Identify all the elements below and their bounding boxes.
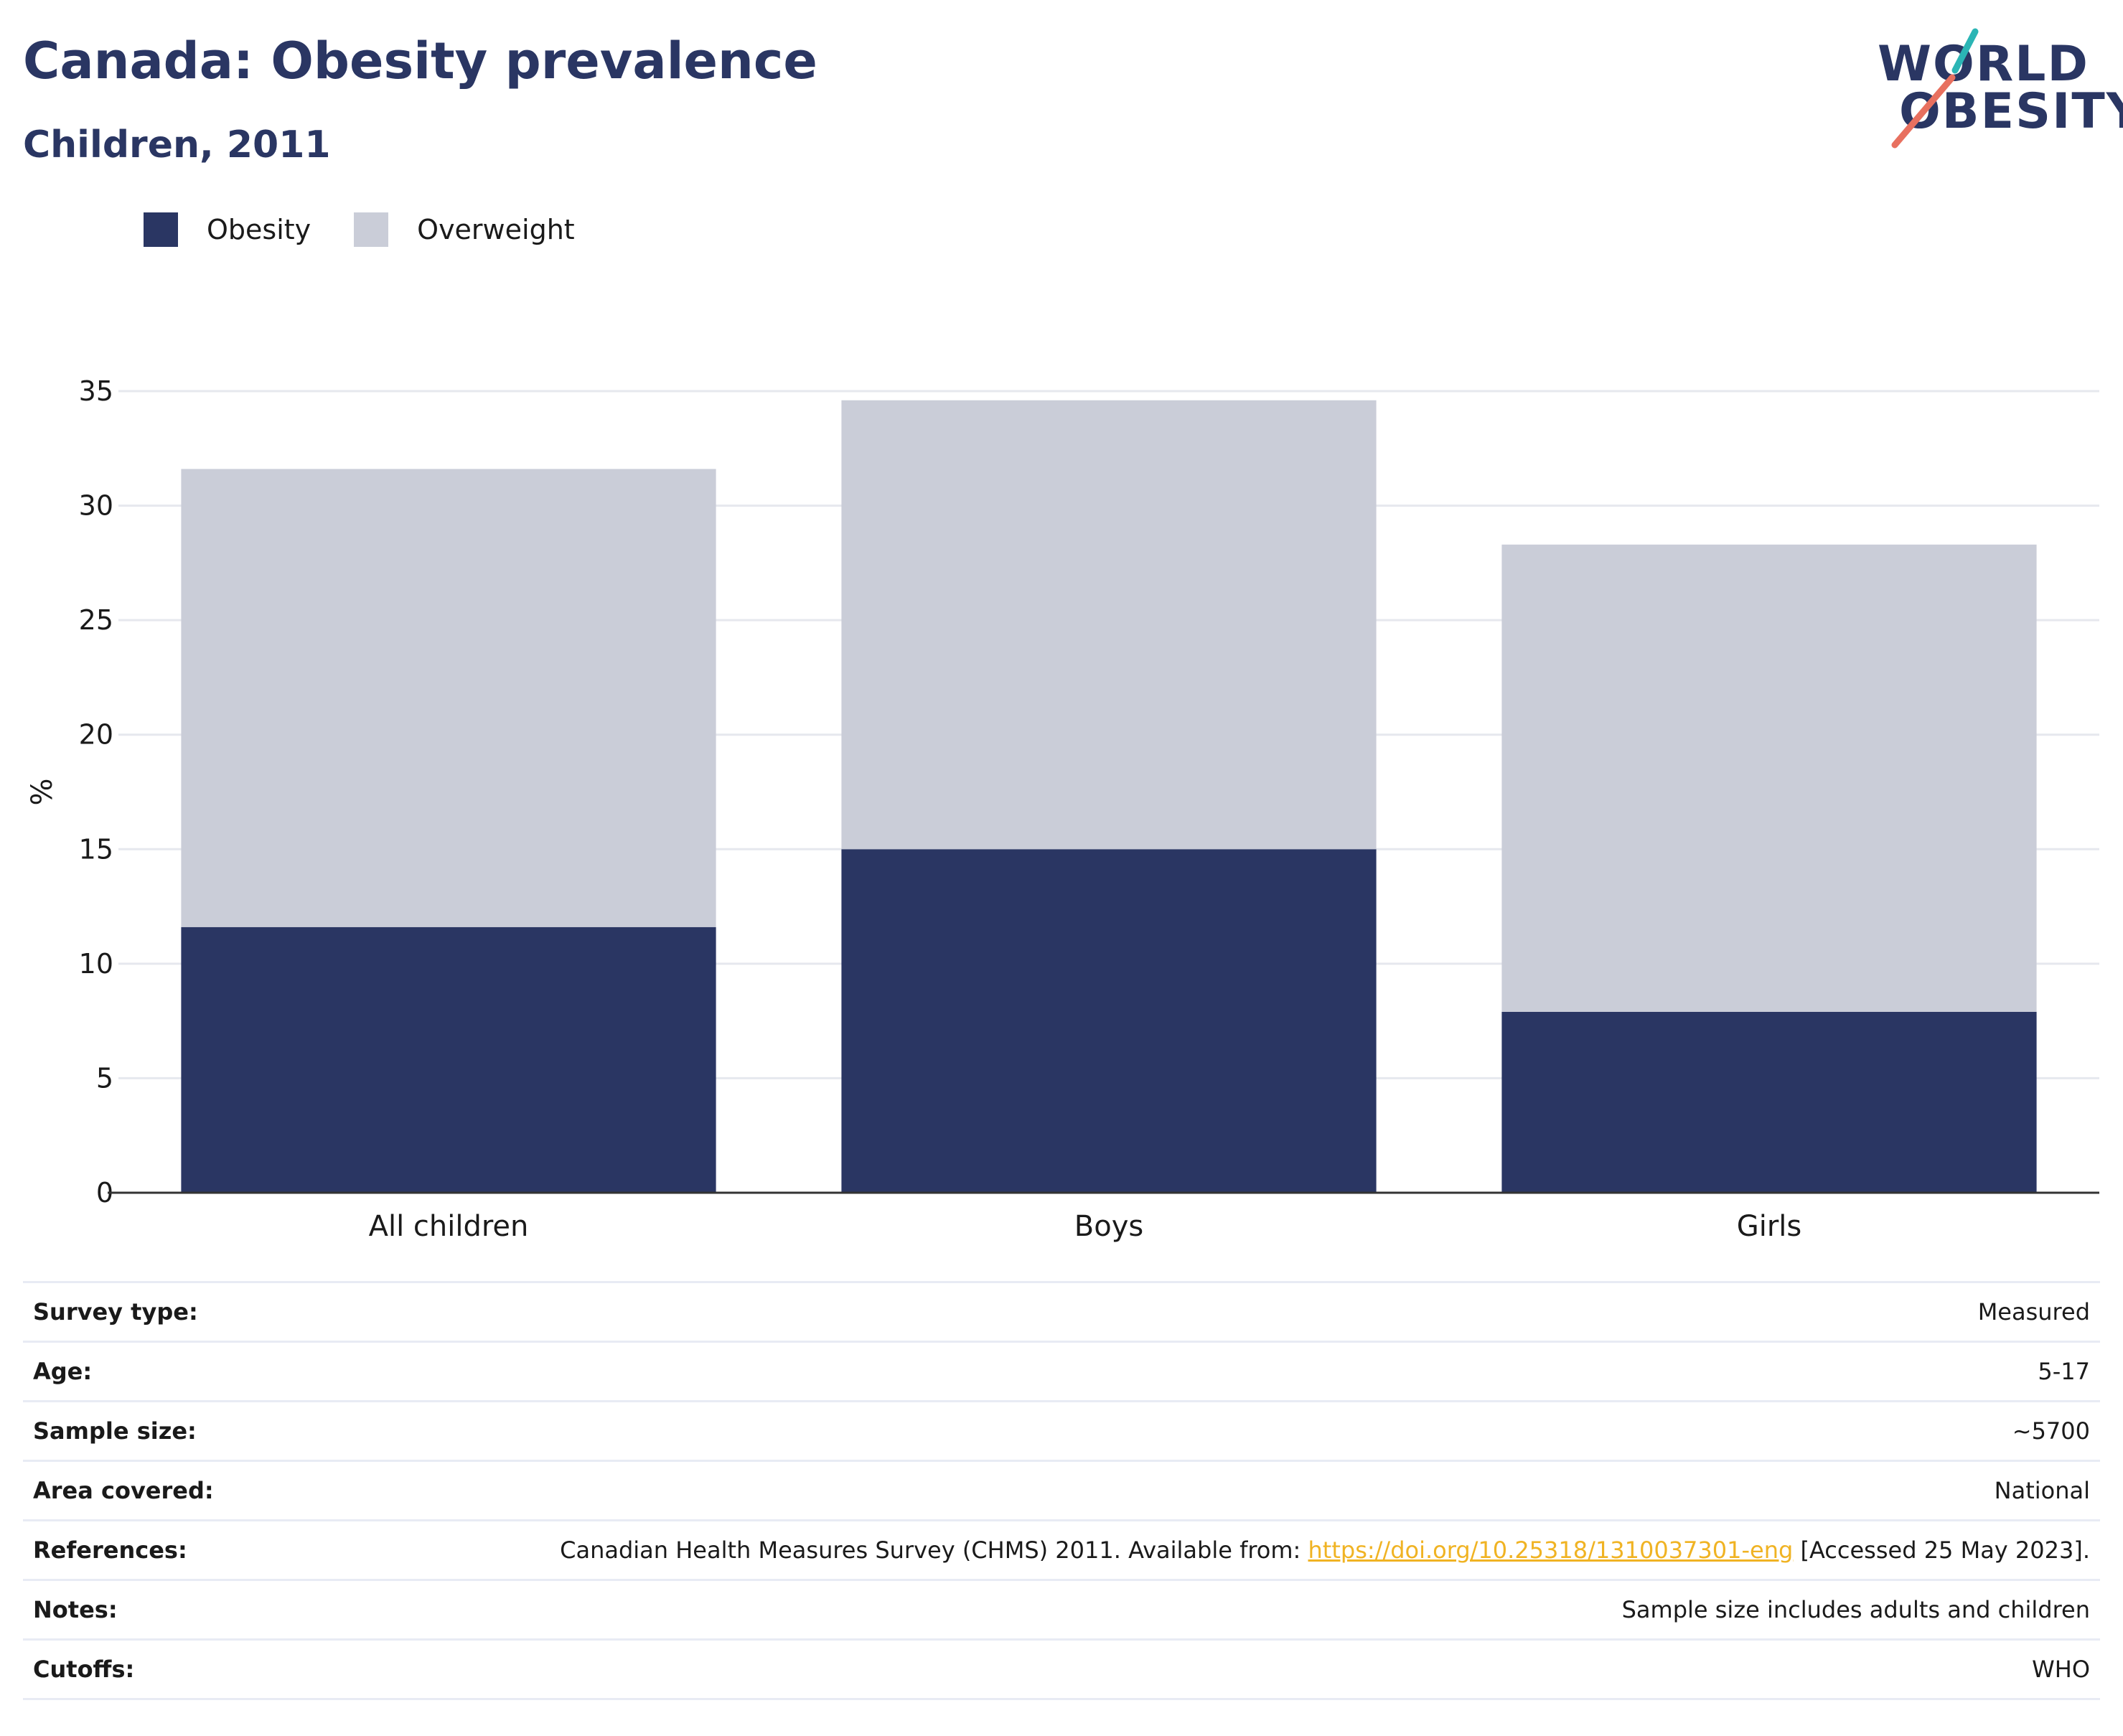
info-row-area-covered: Area covered: National	[23, 1460, 2100, 1521]
info-label: Sample size:	[23, 1400, 261, 1461]
info-row-references: References: Canadian Health Measures Sur…	[23, 1519, 2100, 1580]
survey-info-table: Survey type: Measured Age: 5-17 Sample s…	[23, 1281, 2100, 1700]
y-tick-label: 25	[79, 604, 113, 636]
x-tick-label: All children	[369, 1210, 529, 1243]
world-obesity-logo: WORLD OBESITY	[1866, 26, 2123, 155]
info-value: WHO	[261, 1638, 2100, 1700]
info-row-sample-size: Sample size: ~5700	[23, 1400, 2100, 1461]
info-row-cutoffs: Cutoffs: WHO	[23, 1638, 2100, 1700]
bar-overweight-boys[interactable]	[841, 400, 1377, 850]
info-value: National	[261, 1460, 2100, 1521]
info-value: Sample size includes adults and children	[261, 1579, 2100, 1640]
info-row-age: Age: 5-17	[23, 1341, 2100, 1402]
chart-subtitle: Children, 2011	[23, 123, 331, 166]
info-label: Area covered:	[23, 1460, 261, 1521]
info-label: Notes:	[23, 1579, 261, 1640]
info-label: References:	[23, 1519, 261, 1580]
logo-slash-icon	[1891, 28, 1979, 149]
info-row-survey-type: Survey type: Measured	[23, 1281, 2100, 1342]
reference-accessed: [Accessed 25 May 2023].	[1793, 1536, 2090, 1564]
reference-link[interactable]: https://doi.org/10.25318/1310037301-eng	[1308, 1536, 1794, 1564]
bar-overweight-girls[interactable]	[1501, 544, 2037, 1012]
legend-label-obesity: Obesity	[207, 214, 311, 245]
info-row-notes: Notes: Sample size includes adults and c…	[23, 1579, 2100, 1640]
y-tick-label: 15	[79, 833, 113, 865]
legend-swatch-overweight	[354, 212, 389, 247]
info-value: ~5700	[261, 1400, 2100, 1461]
info-value: Measured	[261, 1281, 2100, 1342]
bar-overweight-all-children[interactable]	[181, 469, 716, 927]
info-value: Canadian Health Measures Survey (CHMS) 2…	[261, 1519, 2100, 1580]
chart-legend: Obesity Overweight	[144, 212, 618, 247]
info-label: Cutoffs:	[23, 1638, 261, 1700]
info-value: 5-17	[261, 1341, 2100, 1402]
info-label: Survey type:	[23, 1281, 261, 1342]
legend-item-obesity[interactable]: Obesity	[144, 212, 311, 247]
x-tick-label: Boys	[1074, 1210, 1143, 1243]
y-tick-label: 20	[79, 719, 113, 751]
y-tick-label: 30	[79, 490, 113, 522]
bar-obesity-girls[interactable]	[1501, 1011, 2037, 1193]
chart-title: Canada: Obesity prevalence	[23, 32, 817, 90]
reference-text: Canadian Health Measures Survey (CHMS) 2…	[560, 1536, 1308, 1564]
bar-obesity-all-children[interactable]	[181, 926, 716, 1193]
legend-label-overweight: Overweight	[417, 214, 575, 245]
x-tick-label: Girls	[1737, 1210, 1802, 1243]
y-axis-label: %	[26, 778, 59, 805]
info-label: Age:	[23, 1341, 261, 1402]
y-tick-label: 10	[79, 948, 113, 980]
bar-obesity-boys[interactable]	[841, 849, 1377, 1193]
logo-word-world: WORLD	[1878, 36, 2089, 93]
legend-item-overweight[interactable]: Overweight	[354, 212, 575, 247]
legend-swatch-obesity	[144, 212, 178, 247]
y-tick-label: 35	[79, 375, 113, 407]
y-tick-label: 5	[96, 1062, 113, 1094]
